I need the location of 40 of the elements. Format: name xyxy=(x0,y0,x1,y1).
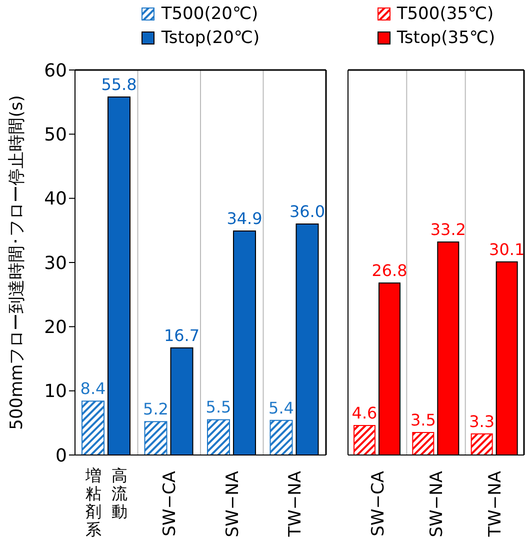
legend-label: Tstop(20℃) xyxy=(161,28,260,48)
x-tick-label: TW−NA xyxy=(486,470,506,538)
data-label: 55.8 xyxy=(101,74,137,94)
x-tick-label: SW−NA xyxy=(427,470,447,538)
x-tick-label: SW−NA xyxy=(222,470,243,538)
legend-label: T500(35℃) xyxy=(396,4,494,24)
data-label: 3.3 xyxy=(469,412,495,431)
x-tick-label: TW−NA xyxy=(286,470,306,538)
category-label: 増粘剤系高流動 xyxy=(85,466,128,539)
y-tick-label: 20 xyxy=(44,317,67,338)
bar xyxy=(82,400,104,455)
data-label: 36.0 xyxy=(289,202,326,221)
data-label: 33.2 xyxy=(430,220,466,239)
y-axis-title: 500mmフロー到達時間･フロー停止時間(s) xyxy=(7,95,28,430)
data-label: 4.6 xyxy=(352,403,378,422)
y-tick-label: 50 xyxy=(44,124,67,146)
data-label: 16.7 xyxy=(164,326,200,345)
y-tick-label: 40 xyxy=(44,188,67,210)
data-label: 8.4 xyxy=(80,379,106,398)
y-tick-label: 30 xyxy=(44,252,67,274)
data-label: 5.4 xyxy=(268,398,294,418)
data-label: 3.5 xyxy=(410,410,436,430)
y-tick-label: 60 xyxy=(44,60,67,82)
bar xyxy=(270,420,293,455)
legend-label: T500(20℃) xyxy=(161,4,258,24)
legend-label: Tstop(35℃) xyxy=(396,28,496,48)
bar xyxy=(412,432,434,455)
y-tick-label: 0 xyxy=(56,445,67,466)
bar xyxy=(207,419,230,455)
x-tick-label: SW−CA xyxy=(160,470,180,536)
x-tick-label: SW−CA xyxy=(368,470,388,536)
bar xyxy=(470,433,493,455)
data-label: 30.1 xyxy=(489,240,525,259)
data-label: 26.8 xyxy=(372,261,408,280)
data-label: 5.5 xyxy=(206,398,232,417)
bar xyxy=(354,424,376,455)
data-label: 5.2 xyxy=(143,400,168,419)
bar xyxy=(144,421,168,455)
y-tick-label: 10 xyxy=(44,381,67,402)
data-label: 34.9 xyxy=(226,209,262,228)
